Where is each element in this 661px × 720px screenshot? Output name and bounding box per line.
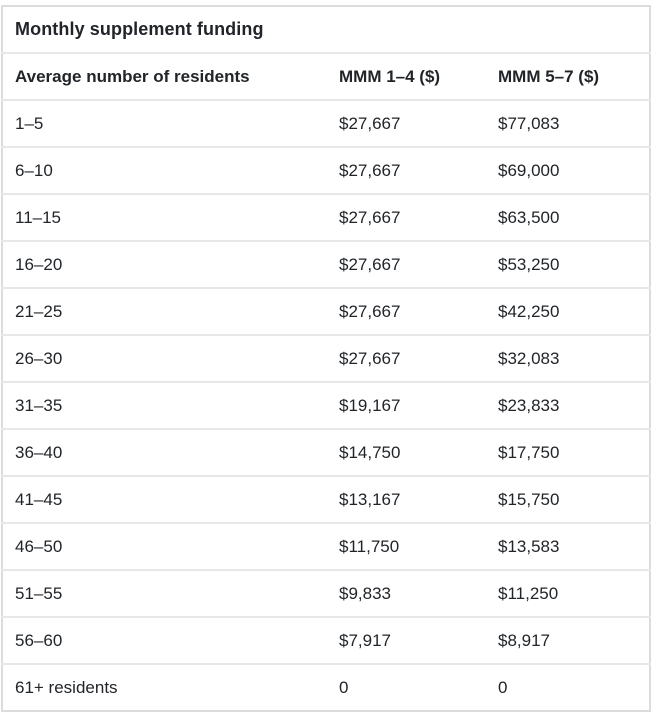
table-cell: $27,667 [327, 193, 486, 241]
table-cell: $23,833 [486, 381, 651, 429]
table-cell: 6–10 [2, 146, 327, 194]
table-cell: 51–55 [2, 569, 327, 617]
table-row: 56–60 $7,917 $8,917 [2, 616, 651, 664]
table-cell: $53,250 [486, 240, 651, 288]
table-row: 6–10 $27,667 $69,000 [2, 146, 651, 194]
monthly-supplement-funding-table: Monthly supplement funding Average numbe… [1, 5, 652, 712]
table-cell: $69,000 [486, 146, 651, 194]
table-cell: $13,167 [327, 475, 486, 523]
table-cell: $42,250 [486, 287, 651, 335]
table-row: 16–20 $27,667 $53,250 [2, 240, 651, 288]
table-cell: $27,667 [327, 334, 486, 382]
table-cell: 0 [327, 663, 486, 711]
table-cell: 46–50 [2, 522, 327, 570]
column-header-residents: Average number of residents [2, 52, 327, 100]
table-cell: $27,667 [327, 240, 486, 288]
table-cell: $15,750 [486, 475, 651, 523]
table-cell: 61+ residents [2, 663, 327, 711]
table-cell: $11,250 [486, 569, 651, 617]
table-row: 21–25 $27,667 $42,250 [2, 287, 651, 335]
table-row: 61+ residents 0 0 [2, 663, 651, 711]
table-cell: 56–60 [2, 616, 327, 664]
column-header-mmm-1-4: MMM 1–4 ($) [327, 52, 486, 100]
table-cell: 11–15 [2, 193, 327, 241]
table-cell: $14,750 [327, 428, 486, 476]
table-cell: $9,833 [327, 569, 486, 617]
table-cell: $27,667 [327, 287, 486, 335]
table-cell: 36–40 [2, 428, 327, 476]
table-cell: $8,917 [486, 616, 651, 664]
table-title: Monthly supplement funding [15, 19, 264, 39]
table-row: 26–30 $27,667 $32,083 [2, 334, 651, 382]
table-row: 46–50 $11,750 $13,583 [2, 522, 651, 570]
table-cell: 31–35 [2, 381, 327, 429]
table-header-row: Average number of residents MMM 1–4 ($) … [2, 52, 651, 100]
table-title-row: Monthly supplement funding [2, 6, 650, 53]
table-row: 1–5 $27,667 $77,083 [2, 99, 651, 147]
table-cell: 21–25 [2, 287, 327, 335]
table-cell: $77,083 [486, 99, 651, 147]
table-cell: 41–45 [2, 475, 327, 523]
table-row: 11–15 $27,667 $63,500 [2, 193, 651, 241]
table-cell: $11,750 [327, 522, 486, 570]
column-header-mmm-5-7: MMM 5–7 ($) [486, 52, 651, 100]
table-cell: 26–30 [2, 334, 327, 382]
table-cell: 0 [486, 663, 651, 711]
table-row: 51–55 $9,833 $11,250 [2, 569, 651, 617]
table-cell: 16–20 [2, 240, 327, 288]
table-cell: $27,667 [327, 146, 486, 194]
table-cell: $27,667 [327, 99, 486, 147]
table-cell: $7,917 [327, 616, 486, 664]
table-cell: $19,167 [327, 381, 486, 429]
page: Monthly supplement funding Average numbe… [0, 5, 661, 720]
table-row: 36–40 $14,750 $17,750 [2, 428, 651, 476]
table-cell: $17,750 [486, 428, 651, 476]
table-cell: 1–5 [2, 99, 327, 147]
table-body: 1–5 $27,667 $77,083 6–10 $27,667 $69,000 11–15… [2, 99, 651, 711]
table-cell: $13,583 [486, 522, 651, 570]
table-row: 31–35 $19,167 $23,833 [2, 381, 651, 429]
table-cell: $63,500 [486, 193, 651, 241]
table-row: 41–45 $13,167 $15,750 [2, 475, 651, 523]
table-cell: $32,083 [486, 334, 651, 382]
